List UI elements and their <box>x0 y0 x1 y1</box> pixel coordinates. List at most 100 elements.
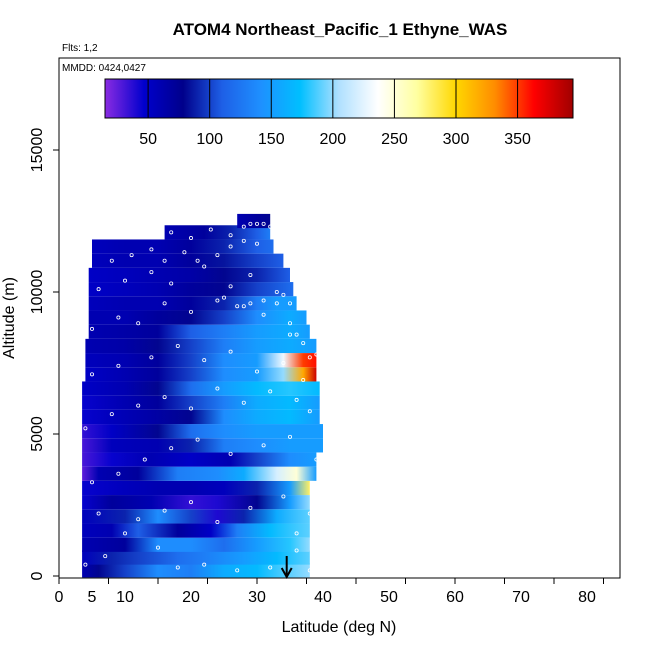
sample-point <box>287 321 292 326</box>
sample-point <box>149 270 154 275</box>
sample-point <box>175 565 180 570</box>
sample-point <box>281 292 286 297</box>
sample-point <box>162 258 167 263</box>
sample-point <box>188 236 193 241</box>
sample-point <box>103 554 108 559</box>
colorbar-tick-label: 150 <box>258 131 285 148</box>
heatmap-band <box>82 480 310 496</box>
heatmap-band <box>82 381 320 396</box>
sample-point <box>109 258 114 263</box>
sample-point <box>287 434 292 439</box>
sample-point <box>202 264 207 269</box>
sample-point <box>294 548 299 553</box>
sample-point <box>268 224 273 229</box>
sample-point <box>274 289 279 294</box>
sample-point <box>228 284 233 289</box>
y-axis-title: Altitude (m) <box>1 277 18 359</box>
sample-point <box>281 494 286 499</box>
sample-point <box>287 332 292 337</box>
sample-point <box>248 505 253 510</box>
heatmap-band <box>82 537 310 552</box>
heatmap-band <box>82 424 323 439</box>
sample-point <box>268 565 273 570</box>
sample-point <box>307 568 312 573</box>
heatmap-band <box>85 353 317 368</box>
heatmap-band <box>88 310 307 325</box>
sample-point <box>228 244 233 249</box>
colorbar-ticks: 50 100 150 200 250 300 350 <box>139 79 531 148</box>
x-tick-label: 50 <box>380 589 398 606</box>
y-tick-label: 10000 <box>29 270 46 315</box>
y-axis: 0 5000 10000 15000 <box>29 128 59 580</box>
colorbar-tick-label: 300 <box>443 131 470 148</box>
sample-point <box>162 508 167 513</box>
sample-point <box>136 517 141 522</box>
heatmap-band <box>82 495 310 510</box>
sample-point <box>90 326 95 331</box>
sample-point <box>307 511 312 516</box>
sample-point <box>162 395 167 400</box>
y-tick-label: 5000 <box>29 416 46 452</box>
sample-point <box>136 321 141 326</box>
sample-point <box>294 397 299 402</box>
sample-point <box>90 372 95 377</box>
heatmap-band <box>82 563 310 578</box>
sample-point <box>241 238 246 243</box>
heatmap-band <box>88 324 310 339</box>
sample-point <box>215 386 220 391</box>
heatmap-band <box>82 523 310 538</box>
sample-point <box>215 520 220 525</box>
sample-point <box>228 451 233 456</box>
heatmap-band <box>88 282 294 297</box>
flights-label: Flts: 1,2 <box>62 43 98 54</box>
sample-point <box>116 315 121 320</box>
heatmap-band <box>82 452 317 467</box>
heatmap-band <box>82 509 310 524</box>
sample-point <box>96 511 101 516</box>
heatmap-band <box>82 438 323 453</box>
sample-point <box>235 304 240 309</box>
sample-point <box>83 426 88 431</box>
sample-point <box>215 298 220 303</box>
colorbar-tick-label: 100 <box>196 131 223 148</box>
sample-point <box>301 341 306 346</box>
sample-point <box>188 309 193 314</box>
sample-point <box>96 287 101 292</box>
heatmap-band <box>88 296 297 311</box>
sample-point <box>254 369 259 374</box>
colorbar: 50 100 150 200 250 300 350 <box>104 78 574 148</box>
sample-point <box>149 247 154 252</box>
sample-point <box>254 241 259 246</box>
x-tick-label: 40 <box>314 589 332 606</box>
x-tick-label: 30 <box>248 589 266 606</box>
colorbar-tick-label: 350 <box>504 131 531 148</box>
sample-point <box>314 352 319 357</box>
sample-point <box>261 221 266 226</box>
y-tick-label: 15000 <box>29 128 46 173</box>
sample-point <box>248 272 253 277</box>
sample-point <box>307 409 312 414</box>
dates-label: MMDD: 0424,0427 <box>62 63 146 74</box>
x-tick-label: 80 <box>578 589 596 606</box>
chart-title: ATOM4 Northeast_Pacific_1 Ethyne_WAS <box>173 20 508 39</box>
sample-point <box>235 568 240 573</box>
heatmap-band <box>92 253 284 268</box>
heatmap-band <box>88 267 290 283</box>
sample-point <box>274 301 279 306</box>
sample-point <box>195 437 200 442</box>
sample-point <box>241 224 246 229</box>
sample-point <box>241 400 246 405</box>
sample-point <box>254 221 259 226</box>
heatmap-band <box>164 225 271 240</box>
sample-point <box>83 562 88 567</box>
colorbar-gradient <box>104 78 574 119</box>
heatmap-band <box>92 239 274 254</box>
sample-point <box>248 301 253 306</box>
sample-point <box>261 443 266 448</box>
sample-point <box>294 332 299 337</box>
colorbar-tick-label: 200 <box>319 131 346 148</box>
sample-point <box>169 281 174 286</box>
x-tick-label: 60 <box>446 589 464 606</box>
x-axis: 0 5 10 20 30 40 50 60 70 80 <box>55 578 604 606</box>
